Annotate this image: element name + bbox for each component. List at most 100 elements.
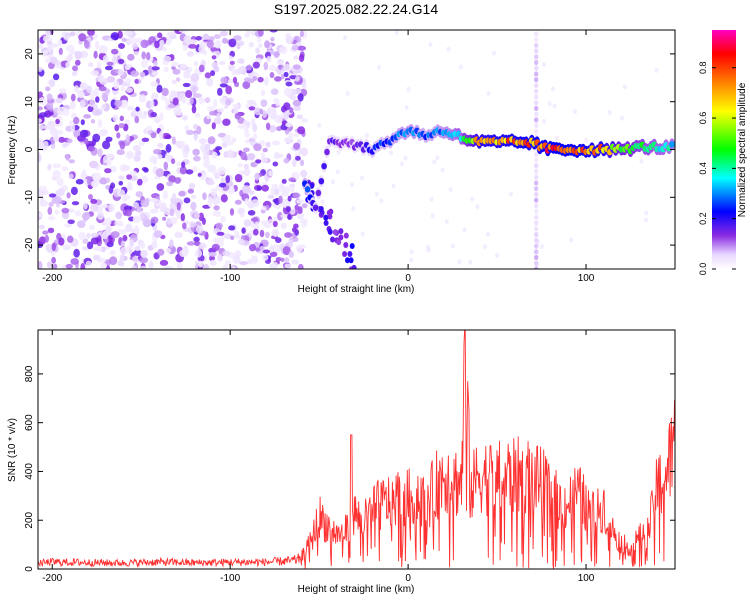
heatmap-noise-cell [272,161,279,167]
heatmap-streak-cell [534,243,539,249]
heatmap-noise-cell [70,93,76,102]
heatmap-noise-cell [182,82,191,88]
heatmap-noise-cell [622,84,627,90]
heatmap-noise-cell [119,254,125,263]
heatmap-noise-cell [65,61,71,68]
heatmap-noise-cell [285,81,293,87]
heatmap-noise-cell [93,254,99,261]
heatmap-noise-cell [222,250,231,257]
heatmap-noise-cell [114,220,119,226]
heatmap-noise-cell [244,132,250,138]
heatmap-noise-cell [253,228,259,236]
y-tick-label: -20 [24,237,35,252]
heatmap-noise-cell [292,88,302,95]
colorbar-tick-label: 0.2 [698,212,708,225]
heatmap-noise-cell [170,61,179,67]
heatmap-noise-cell [391,183,396,189]
heatmap-noise-cell [232,103,241,108]
heatmap-noise-cell [48,201,54,207]
heatmap-noise-cell [154,40,160,49]
heatmap-noise-cell [38,153,42,162]
heatmap-noise-cell [86,85,93,94]
heatmap-noise-cell [53,134,60,142]
heatmap-noise-cell [172,192,177,202]
heatmap-noise-cell [197,172,202,177]
heatmap-streak-cell [534,168,539,175]
heatmap-noise-cell [234,231,240,238]
heatmap-noise-cell [149,155,158,164]
heatmap-noise-cell [246,64,252,71]
heatmap-noise-cell [64,223,72,228]
heatmap-noise-cell [224,104,229,109]
heatmap-noise-cell [204,143,211,151]
heatmap-noise-cell [57,39,63,47]
heatmap-noise-cell [102,140,111,150]
heatmap-noise-cell [475,204,480,210]
heatmap-noise-cell [246,99,256,105]
heatmap-noise-cell [114,124,120,132]
heatmap-noise-cell [62,244,71,251]
heatmap-noise-cell [140,249,148,258]
heatmap-noise-cell [58,88,67,94]
heatmap-noise-cell [92,110,102,116]
heatmap-noise-cell [228,55,233,60]
heatmap-noise-cell [71,71,77,77]
heatmap-noise-cell [136,206,143,213]
heatmap-noise-cell [104,168,112,174]
heatmap-noise-cell [265,231,270,239]
heatmap-noise-cell [222,118,231,126]
heatmap-noise-cell [130,37,138,44]
heatmap-noise-cell [122,165,131,171]
heatmap-noise-cell [169,239,174,249]
heatmap-noise-cell [211,243,220,251]
heatmap-noise-cell [133,154,141,162]
heatmap-noise-cell [265,122,271,131]
heatmap-noise-cell [256,185,262,191]
heatmap-noise-cell [122,234,128,242]
heatmap-noise-cell [229,60,235,65]
heatmap-noise-cell [246,153,256,161]
heatmap-noise-cell [213,34,221,40]
heatmap-noise-cell [74,210,82,217]
heatmap-noise-cell [87,105,94,113]
heatmap-noise-cell [77,135,86,142]
heatmap-ridge-cell [669,141,675,148]
heatmap-noise-cell [102,55,110,63]
heatmap-noise-cell [237,66,242,75]
heatmap-noise-cell [58,136,66,143]
heatmap-noise-cell [212,169,218,175]
heatmap-noise-cell [272,229,279,237]
heatmap-noise-cell [42,35,52,43]
heatmap-noise-cell [166,248,172,253]
heatmap-noise-cell [130,170,138,176]
heatmap-noise-cell [269,251,278,257]
heatmap-noise-cell [69,31,76,37]
heatmap-noise-cell [238,170,246,176]
heatmap-noise-cell [258,30,264,37]
heatmap-noise-cell [619,115,624,121]
heatmap-noise-cell [162,190,168,200]
heatmap-noise-cell [186,129,194,136]
heatmap-noise-cell [43,140,49,149]
snr-frame [37,329,676,570]
heatmap-noise-cell [124,78,132,84]
heatmap-noise-cell [185,90,193,98]
heatmap-noise-cell [202,149,210,156]
heatmap-noise-cell [243,167,251,177]
heatmap-noise-cell [190,222,197,228]
heatmap-noise-cell [104,217,112,226]
heatmap-streak-cell [534,174,539,180]
heatmap-noise-cell [86,232,91,239]
heatmap-streak-cell [534,48,539,54]
heatmap-streak-cell [534,180,539,186]
heatmap-noise-cell [291,159,297,168]
heatmap-noise-cell [87,30,95,36]
heatmap-noise-cell [275,153,284,158]
heatmap-noise-cell [87,241,94,250]
heatmap-noise-cell [138,140,145,146]
heatmap-noise-cell [210,187,217,197]
heatmap-noise-cell [97,246,103,252]
heatmap-noise-cell [299,30,304,38]
heatmap-noise-cell [47,206,53,215]
heatmap-streak-cell [534,82,539,88]
